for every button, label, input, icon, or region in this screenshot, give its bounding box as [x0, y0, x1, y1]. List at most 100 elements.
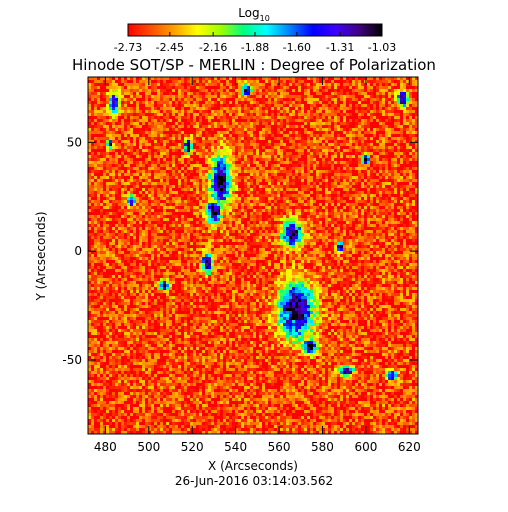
heatmap-cell — [229, 113, 233, 117]
heatmap-cell — [409, 182, 413, 186]
heatmap-cell — [280, 209, 284, 213]
heatmap-cell — [313, 167, 317, 171]
heatmap-cell — [238, 125, 242, 129]
heatmap-cell — [385, 122, 389, 126]
heatmap-cell — [139, 116, 143, 120]
heatmap-cell — [304, 137, 308, 141]
heatmap-cell — [208, 143, 212, 147]
heatmap-cell — [271, 191, 275, 195]
heatmap-cell — [244, 146, 248, 150]
heatmap-cell — [187, 182, 191, 186]
heatmap-cell — [88, 134, 92, 138]
heatmap-cell — [325, 200, 329, 204]
heatmap-cell — [388, 143, 392, 147]
heatmap-cell — [103, 140, 107, 144]
heatmap-cell — [334, 92, 338, 96]
heatmap-cell — [142, 209, 146, 213]
heatmap-cell — [91, 80, 95, 84]
heatmap-cell — [259, 104, 263, 108]
heatmap-cell — [205, 80, 209, 84]
heatmap-cell — [406, 116, 410, 120]
heatmap-cell — [115, 110, 119, 114]
heatmap-cell — [154, 86, 158, 90]
heatmap-cell — [103, 149, 107, 153]
heatmap-cell — [292, 125, 296, 129]
heatmap-cell — [310, 131, 314, 135]
heatmap-cell — [142, 92, 146, 96]
heatmap-cell — [370, 77, 374, 81]
heatmap-cell — [292, 167, 296, 171]
heatmap-cell — [226, 176, 230, 180]
heatmap-cell — [235, 143, 239, 147]
heatmap-cell — [196, 173, 200, 177]
heatmap-cell — [91, 170, 95, 174]
heatmap-cell — [166, 131, 170, 135]
heatmap-cell — [364, 206, 368, 210]
heatmap-cell — [160, 191, 164, 195]
heatmap-cell — [397, 179, 401, 183]
heatmap-cell — [124, 173, 128, 177]
heatmap-cell — [394, 155, 398, 159]
heatmap-cell — [127, 83, 131, 87]
heatmap-cell — [241, 137, 245, 141]
heatmap-cell — [376, 149, 380, 153]
heatmap-cell — [208, 194, 212, 198]
heatmap-cell — [175, 134, 179, 138]
heatmap-cell — [388, 101, 392, 105]
heatmap-cell — [208, 158, 212, 162]
heatmap-cell — [193, 185, 197, 189]
heatmap-cell — [241, 185, 245, 189]
heatmap-cell — [160, 164, 164, 168]
heatmap-cell — [382, 89, 386, 93]
heatmap-cell — [247, 140, 251, 144]
heatmap-cell — [196, 209, 200, 213]
heatmap-cell — [313, 209, 317, 213]
heatmap-cell — [109, 137, 113, 141]
heatmap-cell — [277, 185, 281, 189]
heatmap-cell — [163, 95, 167, 99]
heatmap-cell — [340, 194, 344, 198]
heatmap-cell — [322, 164, 326, 168]
heatmap-cell — [274, 101, 278, 105]
heatmap-cell — [364, 128, 368, 132]
heatmap-cell — [106, 98, 110, 102]
heatmap-cell — [139, 98, 143, 102]
heatmap-cell — [250, 191, 254, 195]
heatmap-cell — [397, 143, 401, 147]
heatmap-cell — [400, 110, 404, 114]
heatmap-cell — [310, 200, 314, 204]
heatmap-cell — [316, 77, 320, 81]
heatmap-cell — [160, 104, 164, 108]
heatmap-cell — [346, 200, 350, 204]
heatmap-cell — [160, 209, 164, 213]
heatmap-cell — [226, 92, 230, 96]
heatmap-cell — [130, 86, 134, 90]
heatmap-cell — [319, 200, 323, 204]
heatmap-cell — [412, 185, 416, 189]
heatmap-cell — [196, 107, 200, 111]
heatmap-cell — [151, 113, 155, 117]
heatmap-cell — [157, 206, 161, 210]
heatmap-cell — [337, 134, 341, 138]
heatmap-cell — [415, 167, 419, 171]
heatmap-cell — [280, 113, 284, 117]
colorbar-tick-label: -2.73 — [114, 41, 142, 54]
heatmap-cell — [364, 98, 368, 102]
heatmap-cell — [268, 179, 272, 183]
heatmap-cell — [349, 167, 353, 171]
heatmap-cell — [178, 209, 182, 213]
heatmap-cell — [412, 179, 416, 183]
heatmap-cell — [289, 188, 293, 192]
heatmap-cell — [391, 182, 395, 186]
heatmap-cell — [304, 185, 308, 189]
heatmap-cell — [232, 152, 236, 156]
heatmap-cell — [157, 92, 161, 96]
heatmap-cell — [325, 152, 329, 156]
heatmap-cell — [307, 86, 311, 90]
heatmap-cell — [409, 173, 413, 177]
heatmap-cell — [262, 89, 266, 93]
heatmap-cell — [211, 83, 215, 87]
heatmap-cell — [268, 158, 272, 162]
heatmap-cell — [193, 128, 197, 132]
heatmap-cell — [316, 122, 320, 126]
